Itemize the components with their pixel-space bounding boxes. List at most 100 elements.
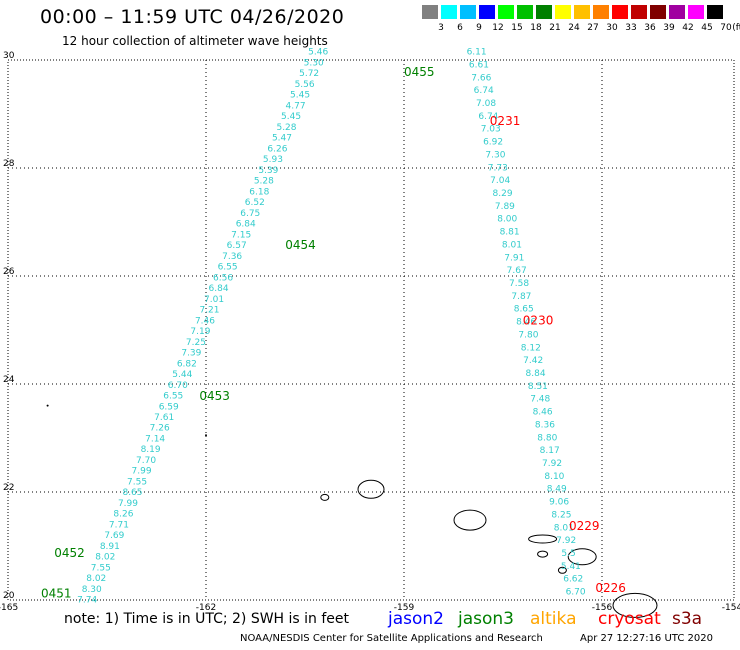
y-tick-label: 30 — [3, 51, 15, 61]
legend-swatch — [688, 5, 704, 19]
legend-swatch — [536, 5, 552, 19]
wave-height-label: 6.74 — [478, 112, 498, 122]
wave-height-label: 8.01 — [554, 523, 574, 533]
wave-height-label: 5.45 — [281, 112, 301, 122]
legend-cryosat: cryosat — [598, 609, 661, 629]
wave-height-label: 6.55 — [163, 392, 183, 402]
wave-height-label: 7.36 — [222, 252, 242, 262]
wave-height-label: 5.41 — [561, 562, 581, 572]
pass-time-label: 0455 — [404, 65, 435, 79]
legend-altika: altika — [530, 609, 577, 629]
wave-height-label: 7.25 — [186, 338, 206, 348]
pass-time-label: 0230 — [523, 314, 554, 328]
wave-height-label: 7.70 — [136, 456, 156, 466]
wave-height-label: 6.70 — [168, 381, 188, 391]
wave-height-label: 8.10 — [544, 472, 564, 482]
wave-height-label: 7.03 — [481, 125, 501, 135]
wave-height-label: 6.70 — [566, 588, 586, 598]
wave-height-label: 5.46 — [308, 48, 328, 58]
island-outline — [557, 566, 567, 574]
wave-height-label: 8.25 — [551, 510, 571, 520]
wave-height-label: 7.66 — [471, 73, 491, 83]
wave-height-label: 5.47 — [272, 134, 292, 144]
wave-height-label: 6.75 — [240, 209, 260, 219]
wave-height-label: 7.14 — [145, 434, 165, 444]
wave-height-label: 5.45 — [290, 91, 310, 101]
wave-height-label: 6.26 — [267, 144, 287, 154]
wave-height-label: 8.19 — [141, 445, 161, 455]
wave-height-label: 8.30 — [82, 585, 102, 595]
wave-height-label: 5.28 — [276, 123, 296, 133]
wave-height-label: 6.82 — [177, 359, 197, 369]
pass-time-label: 0452 — [54, 546, 85, 560]
legend-label: 42 — [682, 23, 694, 33]
wave-height-label: 7.61 — [154, 413, 174, 423]
x-tick-label: -159 — [394, 603, 415, 613]
wave-height-label: 7.55 — [91, 563, 111, 573]
wave-height-label: 7.21 — [199, 306, 219, 316]
wave-height-label: 8.17 — [540, 446, 560, 456]
wave-height-label: 7.80 — [518, 330, 538, 340]
pass-time-label: 0453 — [199, 389, 230, 403]
wave-height-label: 7.87 — [511, 292, 531, 302]
wave-height-label: 8.02 — [86, 574, 106, 584]
legend-label: 30 — [606, 23, 618, 33]
island-dot — [46, 404, 49, 407]
legend-swatch — [612, 5, 628, 19]
wave-height-label: 6.61 — [469, 60, 489, 70]
wave-height-label: 8.01 — [502, 240, 522, 250]
pass-time-label: 0451 — [41, 586, 72, 600]
wave-height-label: 7.39 — [181, 349, 201, 359]
wave-height-label: 5.39 — [258, 166, 278, 176]
wave-height-label: 8.49 — [547, 485, 567, 495]
y-tick-label: 26 — [3, 267, 15, 277]
wave-height-label: 8.65 — [514, 305, 534, 315]
legend-jason2: jason2 — [388, 609, 444, 629]
pass-time-label: 0226 — [595, 581, 626, 595]
wave-height-label: 7.26 — [150, 424, 170, 434]
wave-height-label: 7.99 — [132, 467, 152, 477]
legend-swatch — [669, 5, 685, 19]
wave-height-label: 7.48 — [530, 395, 550, 405]
wave-height-label: 7.08 — [476, 99, 496, 109]
legend-label: 39 — [663, 23, 675, 33]
x-tick-label: -162 — [196, 603, 216, 613]
island-outline — [567, 548, 597, 566]
legend-label: 70 — [720, 23, 732, 33]
legend-label: 6 — [457, 23, 463, 33]
wave-height-label: 8.65 — [122, 488, 142, 498]
footer-note: note: 1) Time is in UTC; 2) SWH is in fe… — [64, 611, 350, 627]
wave-height-label: 5.72 — [299, 69, 319, 79]
legend-swatch — [441, 5, 457, 19]
wave-height-label: 6.92 — [483, 138, 503, 148]
wave-height-label: 6.74 — [474, 86, 494, 96]
legend-swatch — [517, 5, 533, 19]
legend-label: 18 — [530, 23, 542, 33]
wave-height-label: 7.99 — [118, 499, 138, 509]
wave-height-label: 7.92 — [556, 536, 576, 546]
wave-height-label: 8.80 — [537, 433, 557, 443]
wave-height-label: 6.62 — [563, 575, 583, 585]
wave-height-label: 7.58 — [509, 279, 529, 289]
legend-swatch — [593, 5, 609, 19]
wave-height-label: 8.12 — [521, 343, 541, 353]
chart-subtitle: 12 hour collection of altimeter wave hei… — [62, 34, 328, 48]
wave-height-label: 7.01 — [204, 295, 224, 305]
wave-height-label: 7.92 — [542, 459, 562, 469]
legend-label: 33 — [625, 23, 637, 33]
wave-height-label: 6.57 — [227, 241, 247, 251]
legend-label: 21 — [549, 23, 561, 33]
legend-label: 24 — [568, 23, 580, 33]
wave-height-label: 7.04 — [490, 176, 510, 186]
legend-swatch — [650, 5, 666, 19]
wave-height-label: 8.84 — [526, 369, 546, 379]
wave-height-label: 8.29 — [493, 189, 513, 199]
y-tick-label: 28 — [3, 159, 15, 169]
wave-height-label: 6.56 — [213, 273, 233, 283]
generated-timestamp: Apr 27 12:27:16 UTC 2020 — [580, 633, 713, 644]
wave-height-label: 8.81 — [500, 228, 520, 238]
legend-label: 12 — [492, 23, 504, 33]
wave-height-label: 8.46 — [533, 408, 553, 418]
pass-time-label: 0231 — [490, 114, 521, 128]
wave-height-label: 8.46 — [516, 318, 536, 328]
